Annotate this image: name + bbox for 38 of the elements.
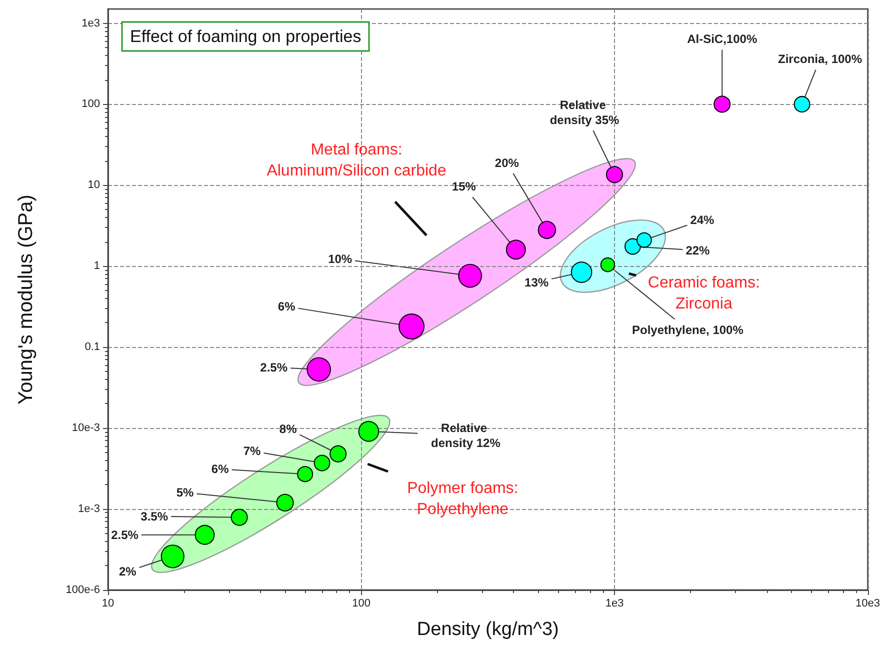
y-tick-label: 100e-6 xyxy=(66,584,100,596)
annotation: Al-SiC,100% xyxy=(687,32,758,46)
annotation: 15% xyxy=(452,180,476,194)
annotation: Polyethylene, 100% xyxy=(632,322,744,337)
y-tick-label: 10 xyxy=(88,179,100,192)
annotation: Polymer foams: Polyethylene xyxy=(407,480,518,518)
x-tick-label: 100 xyxy=(352,598,370,610)
annotation: 22% xyxy=(686,243,710,258)
y-tick-label: 0.1 xyxy=(84,341,100,354)
annotation: 6% xyxy=(211,462,230,476)
annotation: 20% xyxy=(494,156,520,170)
annotation: 2% xyxy=(118,564,137,578)
y-tick-label: 100 xyxy=(82,98,100,110)
x-axis-title: Density (kg/m^3) xyxy=(416,619,559,640)
annotation: Ceramic foams: Zirconia xyxy=(648,274,760,313)
annotation: Relative density 35% xyxy=(550,98,620,128)
text: Effect of foaming on properties xyxy=(130,27,362,46)
annotation: 5% xyxy=(176,486,194,500)
annotation: 24% xyxy=(690,213,715,228)
y-tick-label: 10e-3 xyxy=(72,422,100,434)
annotation: 2.5% xyxy=(111,528,139,542)
annotation: Metal foams: Aluminum/Silicon carbide xyxy=(266,141,446,180)
annotation: 2.5% xyxy=(260,360,288,374)
x-tick-label: 10e3 xyxy=(856,598,880,610)
y-tick-label: 1e-3 xyxy=(78,503,100,516)
annotation: 3.5% xyxy=(140,509,168,524)
x-tick-label: 1e3 xyxy=(605,598,624,610)
y-axis-title: Young's modulus (GPa) xyxy=(15,194,37,404)
annotation: 8% xyxy=(279,422,298,436)
y-tick-label: 1e3 xyxy=(82,17,100,30)
x-tick-label: 10 xyxy=(102,598,114,610)
annotation: 10% xyxy=(328,252,352,266)
annotation: Zirconia, 100% xyxy=(778,52,862,66)
annotation: 7% xyxy=(243,444,262,458)
y-tick-label: 1 xyxy=(94,260,100,272)
annotation: 13% xyxy=(524,275,549,290)
annotation: Relative density 12% xyxy=(431,420,501,450)
annotation: 6% xyxy=(278,299,296,314)
